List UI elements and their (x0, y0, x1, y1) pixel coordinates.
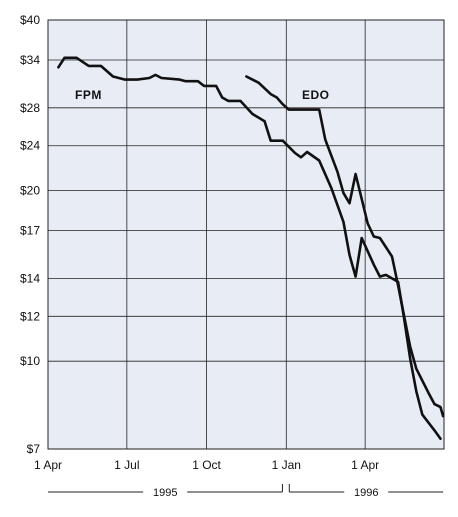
series-labels: FPM EDO (75, 88, 330, 102)
y-tick-label: $34 (20, 53, 40, 67)
y-tick-label: $20 (20, 184, 40, 198)
x-tick-label: 1 Jan (272, 458, 301, 472)
y-tick-label: $7 (27, 442, 41, 456)
plot-area (47, 19, 445, 450)
year-brackets: 1995 1996 (48, 484, 444, 499)
x-tick-label: 1 Apr (34, 458, 62, 472)
y-tick-label: $24 (20, 139, 40, 153)
x-tick-label: 1 Apr (351, 458, 379, 472)
x-tick-label: 1 Jul (114, 458, 139, 472)
series-line-fpm (57, 56, 442, 440)
x-axis: 1 Apr 1 Jul 1 Oct 1 Jan 1 Apr (34, 458, 379, 472)
y-tick-label: $28 (20, 101, 40, 115)
y-tick-label: $40 (20, 13, 40, 27)
series-label-edo: EDO (302, 88, 330, 102)
grid-lines-x (126, 20, 366, 449)
y-tick-label: $14 (20, 271, 40, 285)
year-label: 1995 (153, 487, 177, 499)
series-line-edo (245, 75, 445, 418)
y-tick-label: $10 (20, 354, 40, 368)
y-tick-label: $12 (20, 309, 40, 323)
series-lines (57, 56, 445, 440)
y-tick-label: $17 (20, 224, 40, 238)
year-label: 1996 (354, 487, 378, 499)
y-axis: $40 $34 $28 $24 $20 $17 $14 $12 $10 $7 (20, 13, 40, 456)
series-label-fpm: FPM (75, 88, 102, 102)
x-tick-label: 1 Oct (192, 458, 221, 472)
